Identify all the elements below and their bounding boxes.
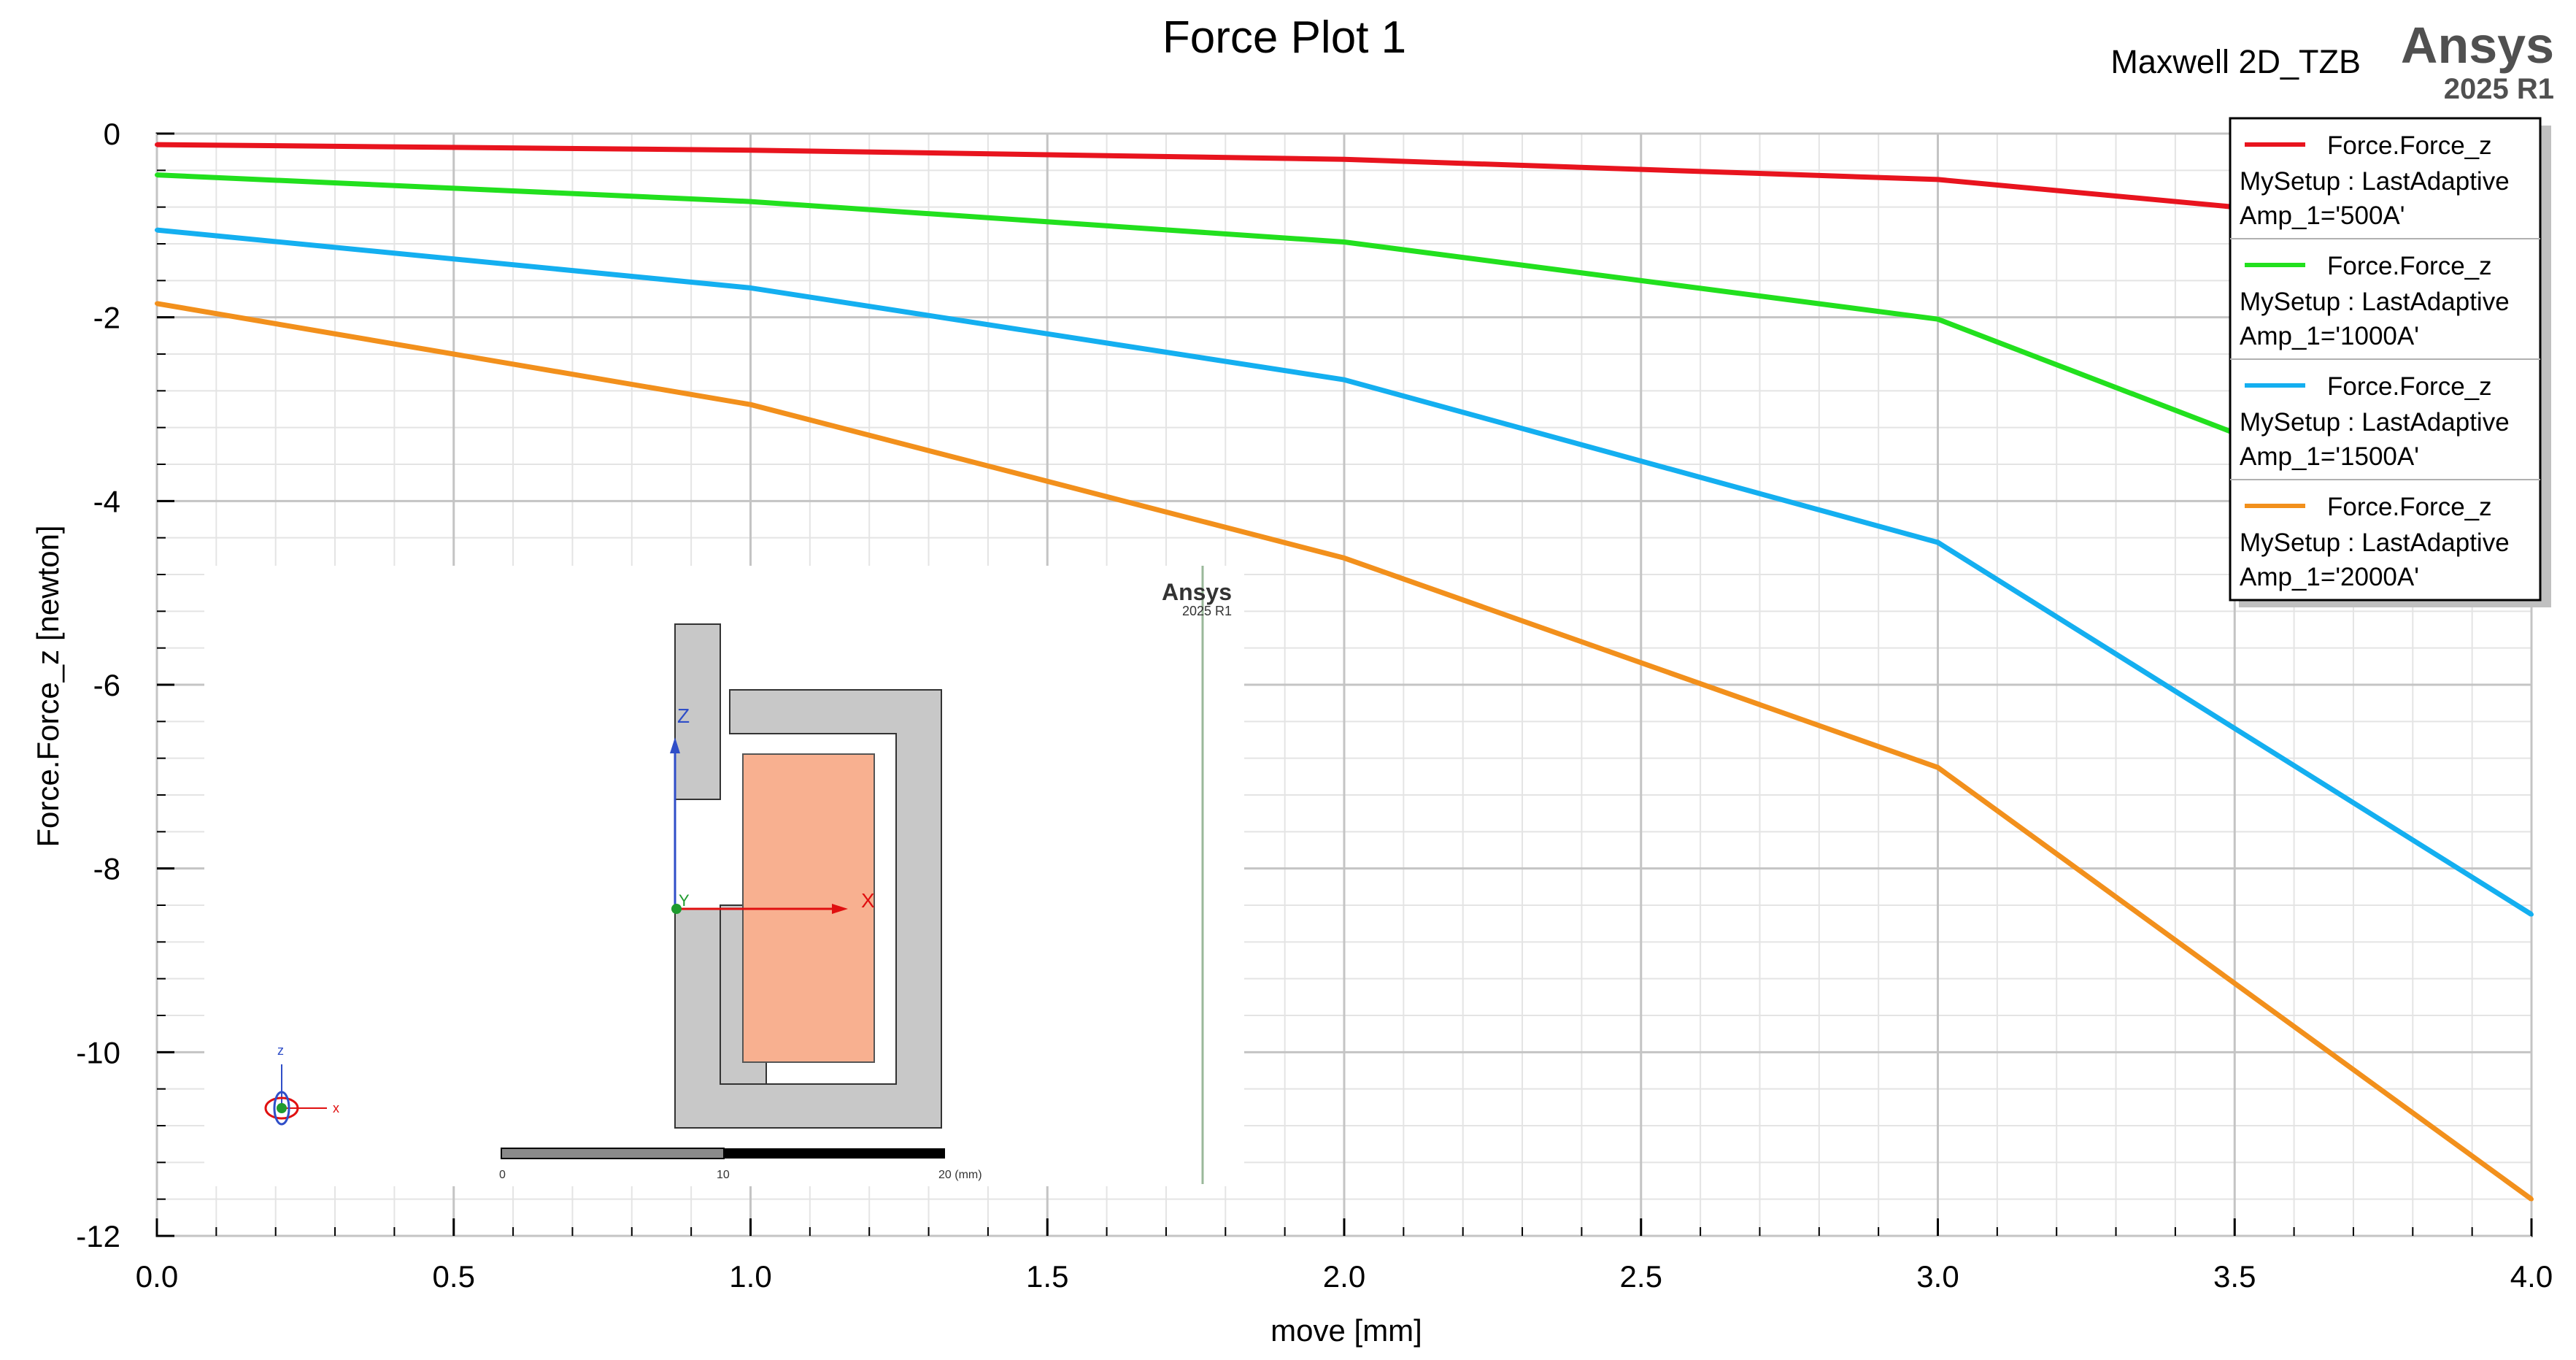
y-tick-label: -4 [93,484,120,518]
legend-param: Amp_1='500A' [2240,201,2405,230]
x-tick-label: 3.0 [1916,1259,1959,1294]
triad-ring-vertical [273,1091,290,1126]
inset-ansys-version: 2025 R1 [1182,604,1232,618]
tick-labels: 0.0 0.5 1.0 1.5 2.0 2.5 3.0 3.5 4.0 0 -2 -4 -6 -8 -10 -… [76,117,2553,1294]
x-tick-label: 0.5 [433,1259,475,1294]
y-axis-title: Force.Force_z [newton] [31,525,65,847]
axis-ticks [155,132,2533,1237]
x-axis-title: move [mm] [1270,1313,1422,1348]
series-4-point [748,402,753,407]
scale-bar-dark [724,1148,945,1159]
series-layer [155,142,2534,1202]
ansys-logo: Ansys [2401,17,2554,74]
inset-ansys-logo: Ansys [1162,579,1232,605]
legend-setup: MySetup : LastAdaptive [2240,167,2510,196]
triad-z-label: z [277,1043,284,1058]
x-axis-arrow [832,904,848,914]
legend-param: Amp_1='2000A' [2240,563,2419,591]
series-1-point [1935,177,1940,182]
series-1-point [1342,157,1346,162]
legend-series-name: Force.Force_z [2327,372,2492,401]
y-tick-label: -2 [93,301,120,335]
legend-series-name: Force.Force_z [2327,493,2492,521]
series-4-point [2529,1196,2534,1202]
series-3-point [1935,539,1940,545]
series-3-point [748,285,753,291]
scale-bar-light [501,1148,725,1159]
y-axis-label: Y [679,891,690,910]
x-tick-label: 0.0 [136,1259,178,1294]
project-name: Maxwell 2D_TZB [2110,43,2361,80]
triad-ring [264,1096,299,1120]
scale-tick-20: 20 (mm) [938,1169,982,1181]
legend-setup: MySetup : LastAdaptive [2240,529,2510,557]
triad-x-label: x [333,1101,339,1115]
y-tick-label: -8 [93,852,120,886]
legend-series-name: Force.Force_z [2327,131,2492,160]
series-3-point [1342,377,1346,383]
geometry-inset: Ansys 2025 R1 Z X Y z x 0 10 20 (mm) [204,566,1244,1186]
y-tick-label: 0 [104,117,120,151]
series-1-point [155,142,159,147]
legend-param: Amp_1='1500A' [2240,442,2419,471]
x-tick-label: 4.0 [2510,1259,2553,1294]
y-tick-label: -12 [76,1219,120,1253]
triad-center [277,1103,287,1113]
z-axis-arrow [670,737,680,753]
series-4-point [1935,765,1940,770]
x-tick-label: 1.5 [1026,1259,1068,1294]
x-tick-label: 1.0 [729,1259,771,1294]
x-tick-label: 3.5 [2213,1259,2256,1294]
scale-tick-10: 10 [717,1169,730,1181]
legend-setup: MySetup : LastAdaptive [2240,408,2510,437]
x-tick-label: 2.0 [1323,1259,1365,1294]
x-axis-label: X [861,889,875,912]
z-axis-label: Z [677,704,690,727]
y-tick-label: -6 [93,668,120,702]
series-3-point [155,228,159,233]
series-2-point [1935,317,1940,322]
series-4-point [1342,556,1346,561]
y-tick-label: -10 [76,1035,120,1069]
series-1-point [748,147,753,153]
legend-series-name: Force.Force_z [2327,252,2492,280]
series-4-point [155,301,159,306]
legend-setup: MySetup : LastAdaptive [2240,288,2510,316]
series-2-point [1342,239,1346,245]
legend-param: Amp_1='1000A' [2240,322,2419,350]
armature-upper [674,623,721,800]
legend: Force.Force_z MySetup : LastAdaptive Amp_1… [2229,117,2551,607]
chart-title: Force Plot 1 [1162,12,1406,63]
series-2-point [155,172,159,177]
x-tick-label: 2.5 [1620,1259,1662,1294]
series-2-point [748,199,753,204]
series-3-point [2529,912,2534,917]
legend-entries: Force.Force_z MySetup : LastAdaptive Amp_1… [2230,131,2540,591]
origin-marker [671,904,682,914]
ansys-version: 2025 R1 [2444,73,2554,105]
scale-tick-0: 0 [499,1169,506,1181]
